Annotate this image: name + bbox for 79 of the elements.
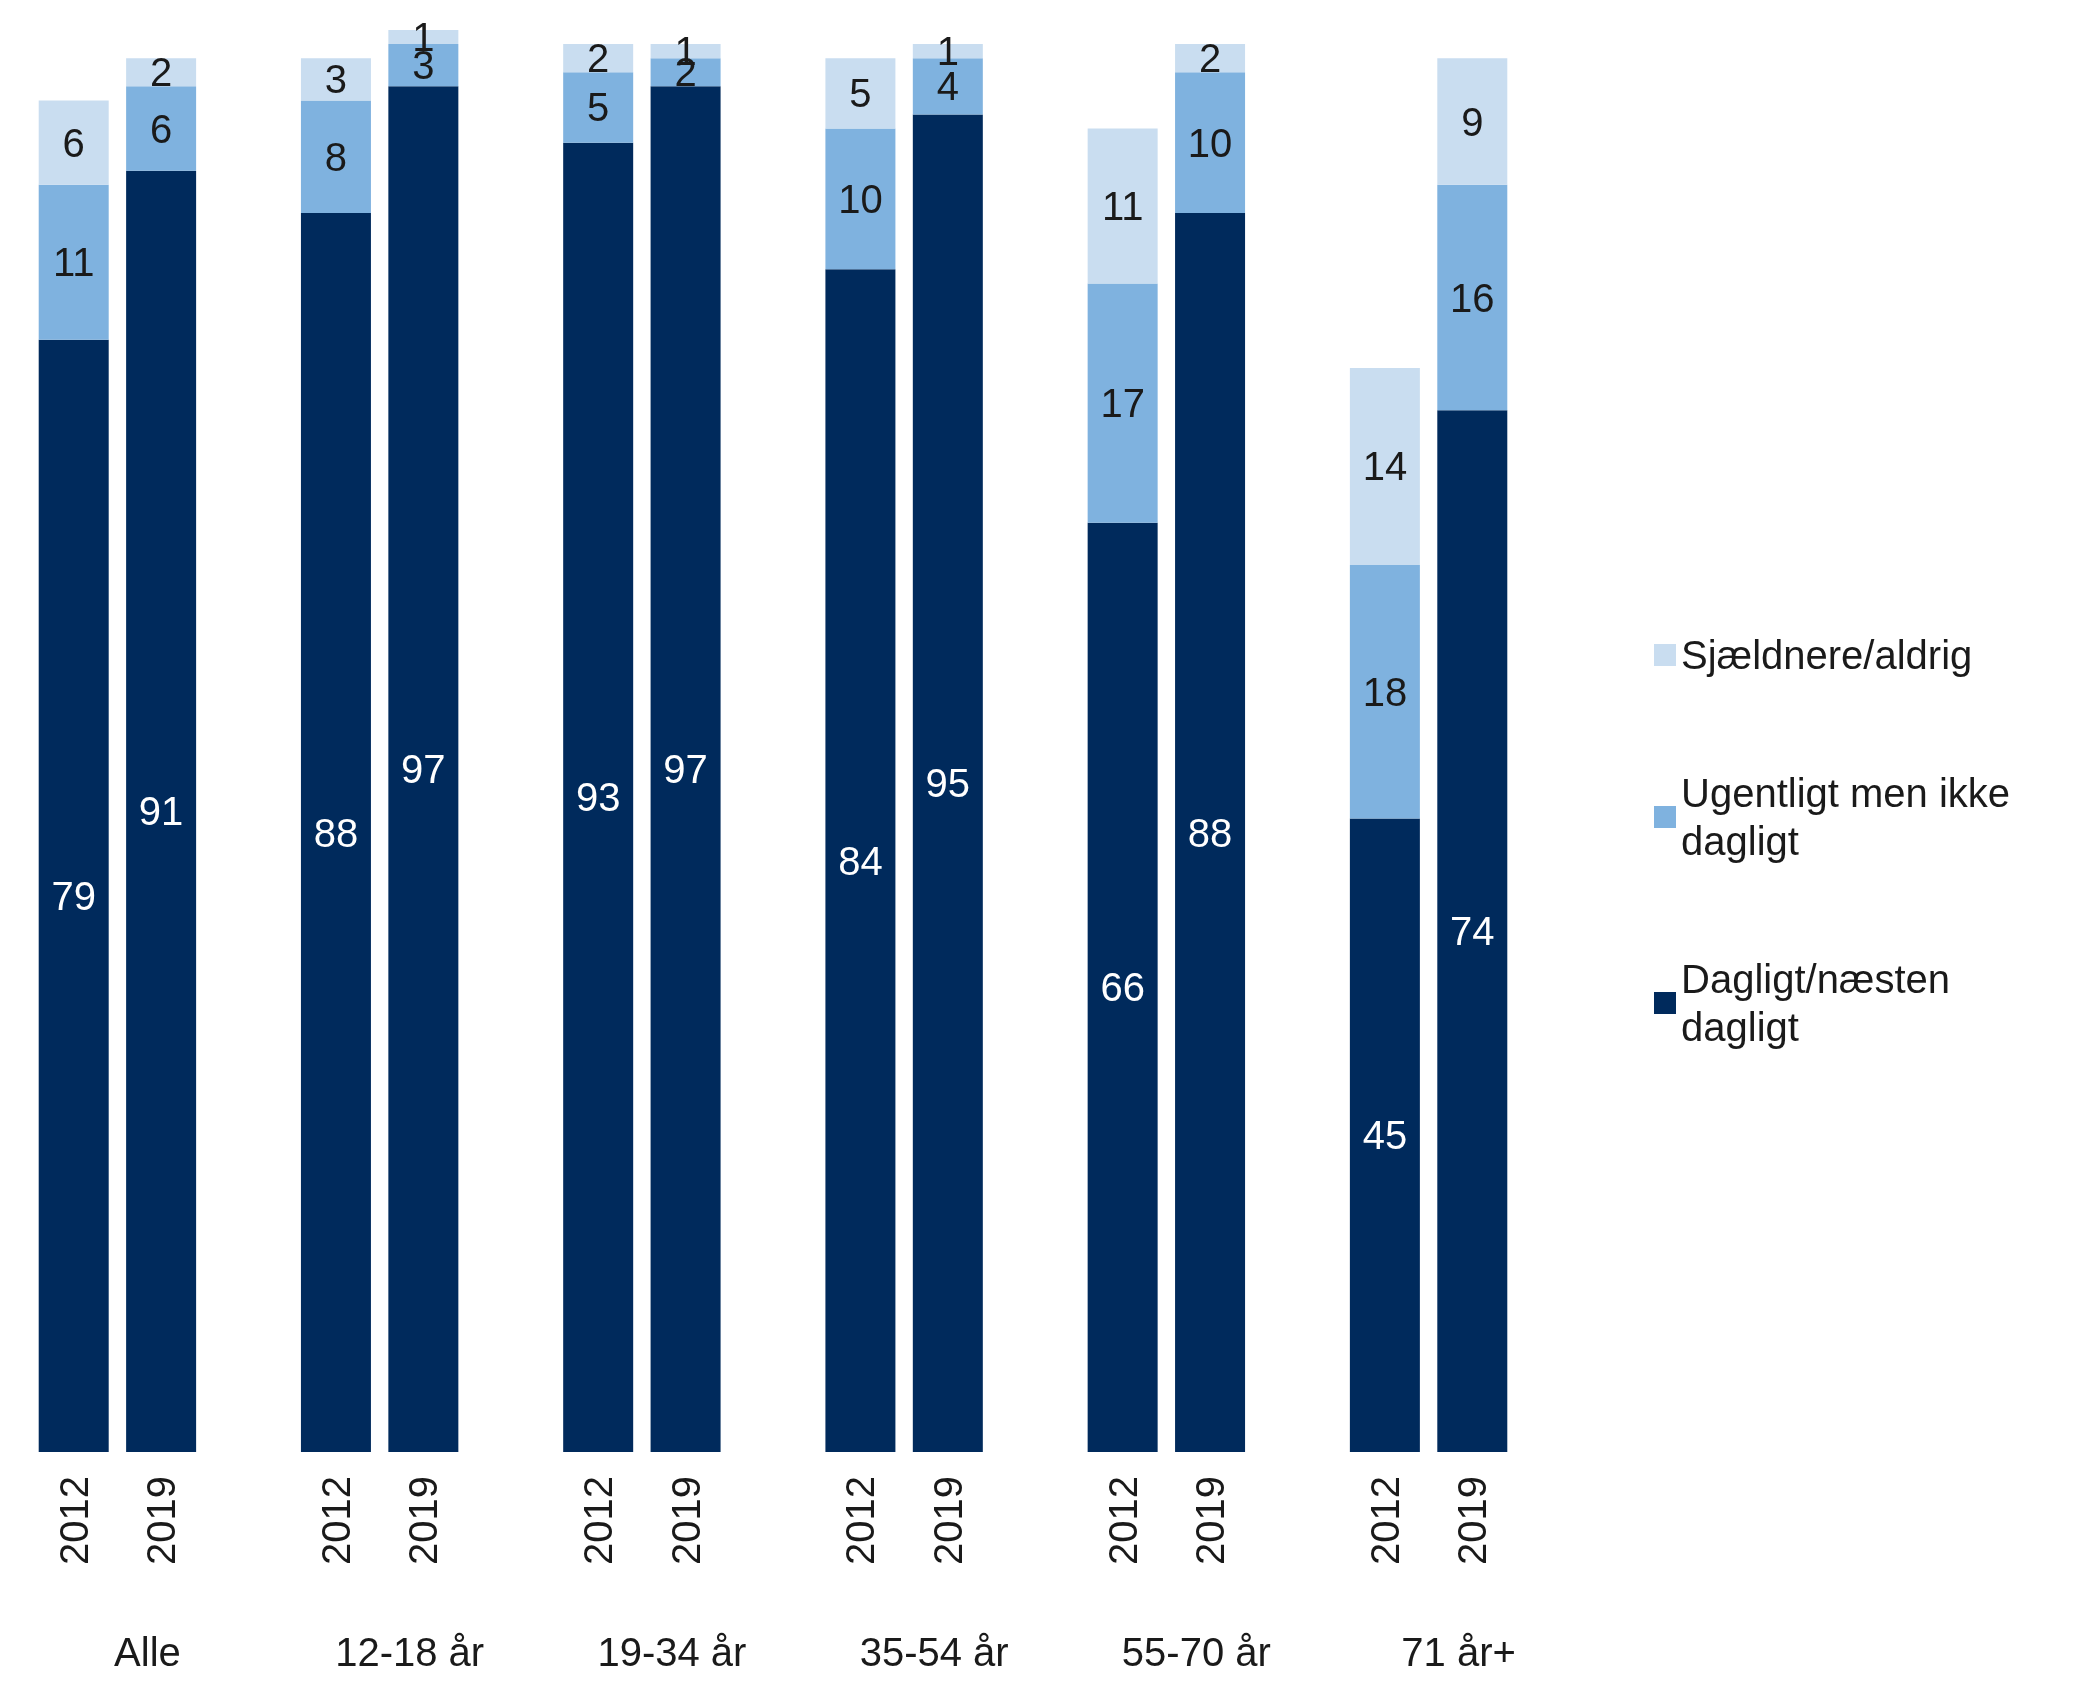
x-tick-label: 2012 [51,1476,96,1565]
data-label: 88 [313,810,359,855]
data-label: 97 [401,747,446,792]
data-label: 4 [936,64,959,109]
bar [825,269,896,1452]
bar [1087,522,1158,1452]
bar [563,72,634,143]
data-label: 91 [138,789,184,834]
bar [388,86,459,1452]
data-label: 74 [1450,909,1495,954]
data-label: 10 [838,176,883,221]
data-label: 93 [575,775,621,820]
text: 55-70 år [1121,1630,1271,1674]
x-tick-label: 2012 [1362,1476,1407,1565]
data-label: 79 [51,873,96,918]
data-label: 10 [1187,120,1233,165]
x-tick-label: 2012 [576,1476,621,1565]
data-label: 17 [1100,381,1145,426]
bar [825,128,896,270]
data-label: 14 [1362,444,1408,489]
data-label: 2 [587,36,610,81]
bar [38,339,109,1452]
data-label: 11 [52,240,95,285]
data-label: 66 [1100,965,1145,1010]
bar [1349,565,1420,819]
text: 12-18 år [335,1630,485,1674]
x-tick-label: 2019 [663,1476,708,1565]
bar [300,58,371,101]
bar [126,170,197,1452]
data-label: 9 [1461,99,1484,144]
bar [1437,184,1508,411]
data-label: 3 [324,57,348,102]
legend-label: Sjældnere/aldrig [1681,633,1973,677]
text: 19-34 år [597,1630,747,1674]
x-tick-label: 2019 [1188,1476,1233,1565]
data-label: 16 [1450,275,1495,320]
x-tick-label: 2019 [925,1476,970,1565]
data-label: 5 [587,85,610,130]
x-tick-label: 2019 [401,1476,446,1565]
text: 71 år+ [1401,1630,1516,1674]
data-label: 45 [1362,1113,1408,1158]
bar [300,213,371,1452]
x-tick-label: 2012 [838,1476,883,1565]
data-label: 84 [838,838,883,883]
data-label: 11 [1101,183,1144,228]
x-tick-label: 2012 [1100,1476,1145,1565]
bar [563,142,634,1452]
bar [650,86,721,1452]
bar [825,58,896,129]
data-label: 18 [1362,669,1408,714]
data-label: 97 [663,747,708,792]
bar [1437,58,1508,185]
bar [1087,283,1158,523]
x-tick-label: 2012 [313,1476,358,1565]
data-label: 2 [149,50,173,95]
bar [1175,72,1246,214]
bar [1087,128,1158,284]
bar [912,114,983,1452]
bar [1175,213,1246,1452]
legend-label: Dagligt/næsten dagligt [1681,957,1962,1049]
data-label: 95 [925,761,971,806]
data-label: 2 [1198,36,1222,81]
x-tick-label: 2019 [139,1476,184,1565]
bar [1349,818,1420,1452]
x-tick-label: 2019 [1450,1476,1495,1565]
legend-label: Ugentligt men ikke dagligt [1681,771,2022,863]
bar [38,100,109,185]
data-label: 88 [1187,810,1233,855]
data-label: 5 [849,71,872,116]
bar [300,100,371,214]
data-label: 8 [324,134,348,179]
data-label: 6 [62,120,85,165]
bar [1349,367,1420,566]
bar [126,86,197,171]
data-label: 6 [149,106,173,151]
bar [38,184,109,340]
text: Alle [114,1630,181,1674]
text: 35-54 år [859,1630,1009,1674]
bar [1437,410,1508,1452]
